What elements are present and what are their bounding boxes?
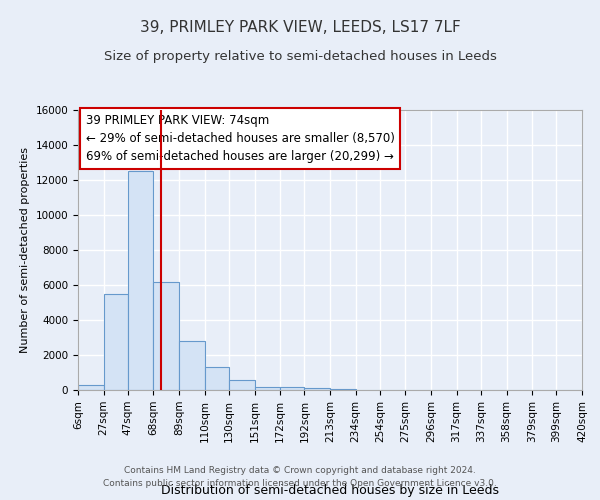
X-axis label: Distribution of semi-detached houses by size in Leeds: Distribution of semi-detached houses by …: [161, 484, 499, 496]
Text: Contains HM Land Registry data © Crown copyright and database right 2024.
Contai: Contains HM Land Registry data © Crown c…: [103, 466, 497, 487]
Text: 39, PRIMLEY PARK VIEW, LEEDS, LS17 7LF: 39, PRIMLEY PARK VIEW, LEEDS, LS17 7LF: [140, 20, 460, 35]
Text: Size of property relative to semi-detached houses in Leeds: Size of property relative to semi-detach…: [104, 50, 496, 63]
Bar: [280, 388, 304, 390]
Bar: [205, 367, 229, 390]
Bar: [78, 385, 104, 390]
Bar: [330, 389, 356, 390]
Text: 39 PRIMLEY PARK VIEW: 74sqm
← 29% of semi-detached houses are smaller (8,570)
69: 39 PRIMLEY PARK VIEW: 74sqm ← 29% of sem…: [86, 114, 394, 163]
Bar: [229, 380, 254, 390]
Bar: [254, 386, 280, 390]
Y-axis label: Number of semi-detached properties: Number of semi-detached properties: [20, 147, 30, 353]
Bar: [154, 282, 179, 390]
Bar: [128, 171, 154, 390]
Bar: [304, 388, 330, 390]
Bar: [104, 294, 128, 390]
Bar: [179, 341, 205, 390]
